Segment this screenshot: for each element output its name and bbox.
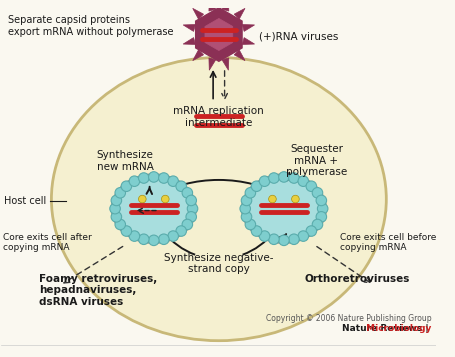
Circle shape — [187, 203, 198, 214]
Ellipse shape — [118, 179, 190, 238]
Circle shape — [158, 234, 169, 245]
Polygon shape — [222, 58, 229, 70]
Circle shape — [316, 212, 327, 222]
Circle shape — [268, 173, 279, 183]
Circle shape — [245, 187, 256, 198]
Circle shape — [111, 195, 121, 206]
Polygon shape — [243, 37, 255, 44]
Text: Core exits cell after
copying mRNA: Core exits cell after copying mRNA — [3, 232, 91, 252]
Circle shape — [306, 226, 317, 236]
Polygon shape — [209, 58, 216, 70]
Circle shape — [148, 172, 159, 182]
Circle shape — [182, 187, 192, 198]
Circle shape — [288, 173, 299, 183]
Circle shape — [158, 173, 169, 183]
Circle shape — [268, 234, 279, 245]
Circle shape — [312, 187, 323, 198]
Text: Microbiology: Microbiology — [313, 324, 431, 333]
Circle shape — [241, 195, 252, 206]
Circle shape — [182, 219, 192, 230]
Polygon shape — [209, 0, 216, 11]
Circle shape — [186, 195, 197, 206]
Circle shape — [111, 212, 121, 222]
Circle shape — [129, 231, 140, 241]
Polygon shape — [205, 19, 233, 51]
Circle shape — [241, 212, 252, 222]
Circle shape — [288, 234, 299, 245]
Ellipse shape — [51, 57, 386, 341]
Polygon shape — [183, 37, 196, 44]
Circle shape — [298, 176, 308, 186]
Circle shape — [129, 176, 140, 186]
Ellipse shape — [242, 174, 326, 243]
Circle shape — [240, 203, 250, 214]
Text: Foamy retroviruses,
hepadnaviruses,
dsRNA viruses: Foamy retroviruses, hepadnaviruses, dsRN… — [39, 274, 157, 307]
Circle shape — [168, 231, 178, 241]
Circle shape — [245, 219, 256, 230]
Text: mRNA replication
intermediate: mRNA replication intermediate — [173, 106, 264, 128]
Circle shape — [268, 195, 276, 203]
Circle shape — [176, 181, 187, 191]
Circle shape — [306, 181, 317, 191]
Circle shape — [251, 181, 262, 191]
Circle shape — [176, 226, 187, 236]
Circle shape — [115, 187, 126, 198]
Ellipse shape — [248, 179, 320, 238]
Circle shape — [138, 195, 146, 203]
Polygon shape — [196, 8, 242, 61]
Text: Orthoretroviruses: Orthoretroviruses — [305, 274, 410, 284]
Circle shape — [168, 176, 178, 186]
Circle shape — [316, 195, 327, 206]
Circle shape — [162, 195, 169, 203]
Circle shape — [298, 231, 308, 241]
Text: Synthesize negative-
strand copy: Synthesize negative- strand copy — [164, 253, 273, 274]
Text: Host cell: Host cell — [4, 196, 46, 206]
Circle shape — [278, 235, 289, 246]
Polygon shape — [243, 25, 255, 31]
Circle shape — [110, 203, 120, 214]
Text: Core exits cell before
copying mRNA: Core exits cell before copying mRNA — [340, 232, 437, 252]
Polygon shape — [234, 50, 245, 61]
Circle shape — [251, 226, 262, 236]
Text: Nature Reviews |: Nature Reviews | — [342, 324, 431, 333]
Circle shape — [278, 172, 289, 182]
Ellipse shape — [111, 174, 196, 243]
Circle shape — [121, 226, 131, 236]
Circle shape — [138, 173, 149, 183]
Circle shape — [292, 195, 299, 203]
Polygon shape — [234, 8, 245, 19]
Circle shape — [312, 219, 323, 230]
Text: Sequester
mRNA +
polymerase: Sequester mRNA + polymerase — [286, 144, 347, 177]
Polygon shape — [193, 50, 203, 61]
Text: Copyright © 2006 Nature Publishing Group: Copyright © 2006 Nature Publishing Group — [266, 315, 431, 323]
Circle shape — [148, 235, 159, 246]
Circle shape — [186, 212, 197, 222]
Circle shape — [138, 234, 149, 245]
Circle shape — [259, 231, 270, 241]
Text: Separate capsid proteins
export mRNA without polymerase: Separate capsid proteins export mRNA wit… — [8, 15, 174, 37]
Circle shape — [121, 181, 131, 191]
Text: Synthesize
new mRNA: Synthesize new mRNA — [96, 150, 153, 172]
Circle shape — [259, 176, 270, 186]
Polygon shape — [222, 0, 229, 11]
Polygon shape — [193, 8, 203, 19]
Text: (+)RNA viruses: (+)RNA viruses — [259, 31, 339, 41]
Circle shape — [318, 203, 328, 214]
Circle shape — [115, 219, 126, 230]
Polygon shape — [183, 25, 196, 31]
